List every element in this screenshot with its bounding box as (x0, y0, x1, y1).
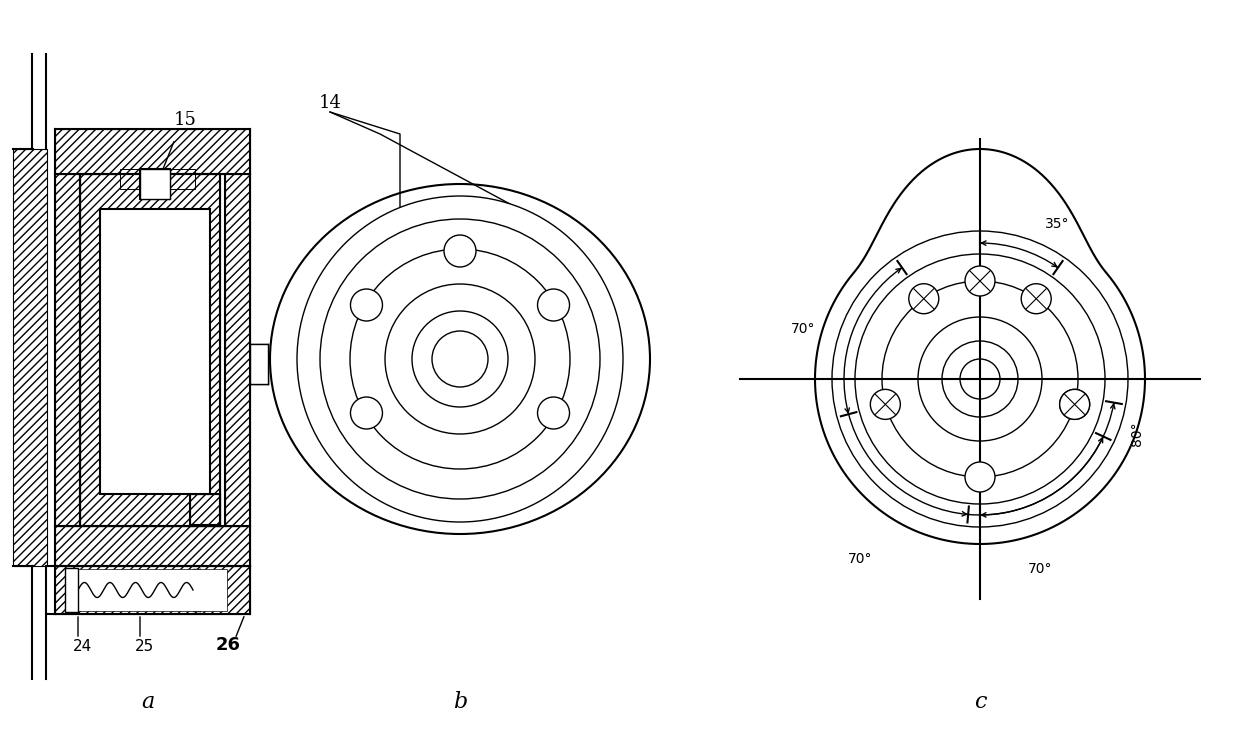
Circle shape (1059, 389, 1089, 420)
Bar (55, 129, 250, 174)
Circle shape (918, 317, 1042, 441)
Text: 70°: 70° (1027, 562, 1052, 576)
Bar (81, 174, 221, 526)
Bar (250, 344, 268, 384)
Text: b: b (453, 691, 467, 713)
Text: 14: 14 (318, 94, 342, 112)
Circle shape (349, 249, 570, 469)
Circle shape (833, 231, 1127, 527)
Bar (120, 169, 195, 189)
Text: 26: 26 (216, 636, 240, 654)
Circle shape (538, 397, 570, 429)
Bar (225, 174, 250, 526)
Bar (12, 149, 47, 566)
Circle shape (1059, 389, 1089, 420)
Circle shape (538, 289, 570, 321)
Text: 80°: 80° (1130, 422, 1144, 446)
Circle shape (432, 331, 488, 387)
Circle shape (960, 359, 1000, 399)
Bar (190, 494, 221, 524)
Circle shape (965, 462, 995, 492)
Bar (72, 569, 227, 611)
Text: 35°: 35° (1044, 217, 1069, 231)
Bar (140, 169, 170, 199)
Circle shape (385, 284, 535, 434)
Circle shape (351, 397, 383, 429)
Bar (55, 566, 250, 614)
Bar (55, 526, 250, 566)
Circle shape (413, 311, 508, 407)
Circle shape (908, 283, 939, 314)
Bar (64, 568, 78, 612)
Circle shape (942, 341, 1018, 417)
Circle shape (444, 235, 476, 267)
Text: 24: 24 (73, 639, 93, 654)
Circle shape (297, 196, 623, 522)
Text: 15: 15 (173, 111, 197, 129)
Text: 25: 25 (135, 639, 155, 654)
Circle shape (351, 289, 383, 321)
Circle shape (320, 219, 600, 499)
Circle shape (1021, 283, 1051, 314)
Circle shape (965, 266, 995, 296)
Text: 70°: 70° (790, 322, 815, 336)
Bar (55, 174, 81, 526)
Bar (100, 209, 209, 494)
Text: c: c (974, 691, 986, 713)
Text: 70°: 70° (847, 552, 872, 566)
Text: a: a (141, 691, 155, 713)
Circle shape (855, 254, 1105, 504)
Circle shape (870, 389, 901, 420)
Circle shape (882, 281, 1078, 477)
